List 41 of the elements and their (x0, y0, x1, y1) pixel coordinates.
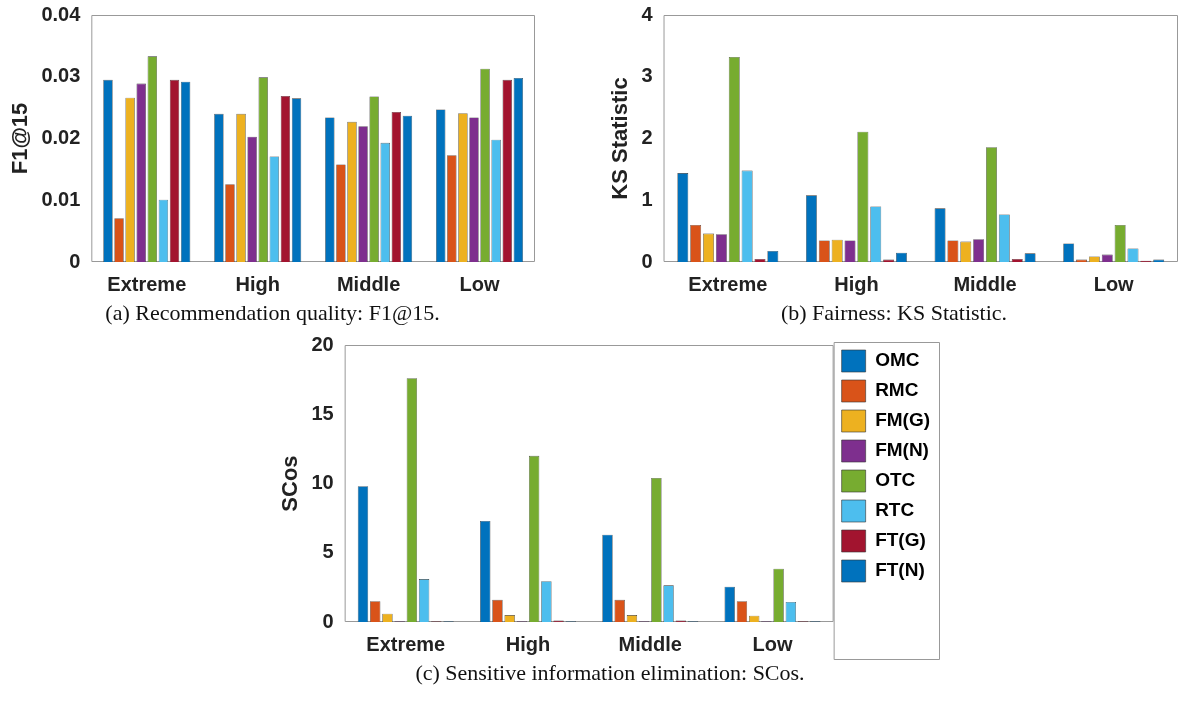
x-tick-label: Low (459, 272, 500, 295)
x-tick-label: Extreme (688, 272, 768, 295)
y-tick-label: 0 (69, 249, 81, 272)
y-tick-label: 10 (311, 471, 334, 494)
legend-label: FM(N) (875, 439, 929, 461)
y-tick-label: 0 (641, 249, 653, 272)
y-tick-label: 4 (641, 2, 654, 25)
y-tick-label: 0 (322, 609, 334, 632)
x-tick-label: Middle (336, 272, 401, 295)
x-tick-label: High (834, 272, 879, 295)
x-tick-label: Extreme (107, 272, 187, 295)
y-tick-label: 0.04 (41, 2, 82, 25)
y-tick-label: 2 (641, 126, 653, 149)
y-axis-title: SCos (277, 455, 303, 512)
legend-label: OTC (875, 469, 916, 491)
y-tick-label: 20 (311, 332, 334, 355)
y-tick-label: 0.03 (41, 64, 81, 87)
legend-label: OMC (875, 349, 920, 371)
legend-label: FT(G) (875, 529, 926, 551)
x-tick-label: Extreme (366, 632, 446, 655)
y-tick-label: 0.01 (41, 187, 81, 210)
x-tick-label: Low (752, 632, 793, 655)
text: (b) Fairness: KS Statistic. (779, 300, 1009, 326)
text: (c) Sensitive information elimination: SCos. (414, 660, 806, 686)
x-tick-label: Middle (953, 272, 1017, 295)
legend-label: FT(N) (875, 559, 925, 581)
y-axis-title: F1@15 (7, 102, 33, 175)
text: (a) Recommendation quality: F1@15. (104, 300, 441, 326)
y-tick-label: 3 (641, 64, 653, 87)
x-tick-label: Low (1093, 272, 1135, 295)
y-tick-label: 15 (311, 401, 334, 424)
x-tick-label: Middle (618, 632, 682, 655)
y-tick-label: 5 (322, 540, 334, 563)
y-tick-label: 1 (641, 187, 653, 210)
x-tick-label: High (235, 272, 280, 295)
y-tick-label: 0.02 (41, 126, 81, 149)
legend-label: FM(G) (875, 409, 931, 431)
x-tick-label: High (505, 632, 551, 655)
legend-label: RTC (875, 499, 915, 521)
legend-label: RMC (875, 379, 919, 401)
y-axis-title: KS Statistic (607, 77, 633, 200)
